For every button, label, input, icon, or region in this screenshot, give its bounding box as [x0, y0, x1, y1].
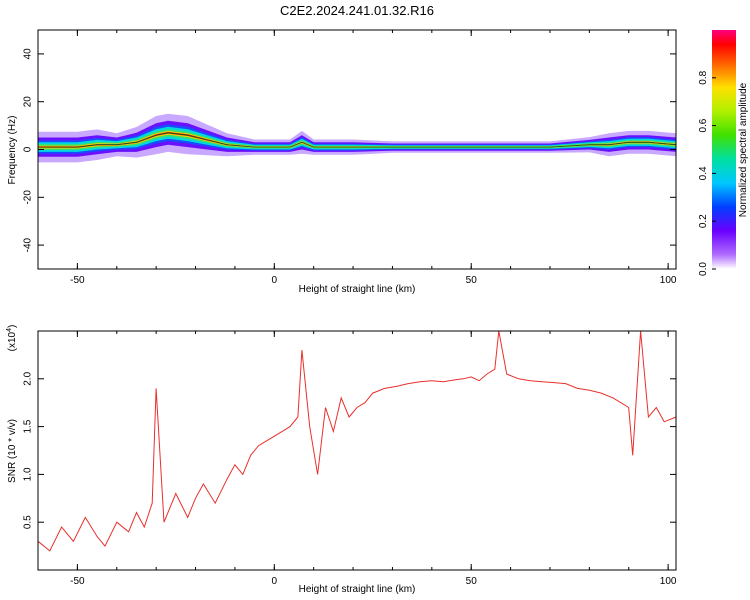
spectrogram-x-tick-label: -50: [70, 275, 85, 286]
snr-x-ticks: -50 0 50 100: [37, 331, 677, 587]
spectrogram-y-tick-label: -20: [23, 190, 34, 205]
snr-y-tick-label: 0.5: [23, 515, 34, 529]
spectrogram-x-tick-label: 0: [272, 275, 278, 286]
spectrogram-x-ticks: -50 0 50 100: [37, 30, 677, 286]
spectrogram-y-tick-label: 0: [23, 146, 34, 152]
figure-title: C2E2.2024.241.01.32.R16: [280, 3, 434, 18]
snr-scale-label: (x104): [6, 325, 18, 352]
colorbar-label: Normalized spectral amplitude: [738, 82, 749, 217]
colorbar: 0.0 0.2 0.4 0.6 0.8 Normalized spectral ampl…: [698, 30, 749, 276]
colorbar-gradient: [712, 30, 736, 269]
snr-x-tick-label: -50: [70, 576, 85, 587]
colorbar-tick-label: 0.6: [698, 118, 709, 132]
snr-y-tick-label: 1.0: [23, 467, 34, 481]
snr-y-ticks: 2.0 1.5 1.0 0.5: [23, 371, 676, 529]
snr-series-line: [37, 330, 677, 552]
colorbar-tick-label: 0.2: [698, 214, 709, 228]
snr-y-tick-label: 2.0: [23, 371, 34, 385]
snr-scale-close: ): [7, 325, 18, 328]
snr-x-tick-label: 100: [660, 576, 677, 587]
colorbar-ticks: 0.0 0.2 0.4 0.6 0.8: [698, 70, 716, 276]
spectrogram-band-layer: [38, 126, 676, 152]
spectrogram-y-tick-label: 40: [23, 48, 34, 60]
spectrogram-x-tick-label: 50: [466, 275, 478, 286]
snr-scale-exponent: 4: [6, 328, 13, 332]
spectrogram-x-tick-label: 100: [660, 275, 677, 286]
snr-frame: [37, 330, 677, 571]
snr-scale-base: (x10: [7, 331, 18, 351]
spectrogram-y-ticks: 40 20 0 -20 -40: [23, 48, 676, 252]
spectrogram-y-tick-label: 20: [23, 96, 34, 108]
snr-y-tick-label: 1.5: [23, 419, 34, 433]
snr-panel: -50 0 50 100 2.0 1.5 1.0 0.5 Height of straigh…: [6, 325, 677, 595]
snr-y-label: SNR (10 * v/v): [7, 419, 18, 483]
snr-x-tick-label: 50: [466, 576, 478, 587]
spectrogram-y-label: Frequency (Hz): [7, 116, 18, 185]
spectrogram-band-layer: [38, 129, 676, 150]
colorbar-tick-label: 0.0: [698, 262, 709, 276]
spectrogram-x-label: Height of straight line (km): [299, 284, 416, 295]
snr-x-label: Height of straight line (km): [299, 584, 416, 595]
colorbar-tick-label: 0.8: [698, 70, 709, 84]
spectrogram-band: [38, 113, 677, 163]
spectrogram-panel: -50 0 50 100 40 20 0 -20 -40 Height of straight…: [7, 29, 677, 295]
snr-x-tick-label: 0: [272, 576, 278, 587]
colorbar-tick-label: 0.4: [698, 166, 709, 180]
spectrogram-y-tick-label: -40: [23, 237, 34, 252]
spectrogram-center-trace: [38, 132, 677, 148]
